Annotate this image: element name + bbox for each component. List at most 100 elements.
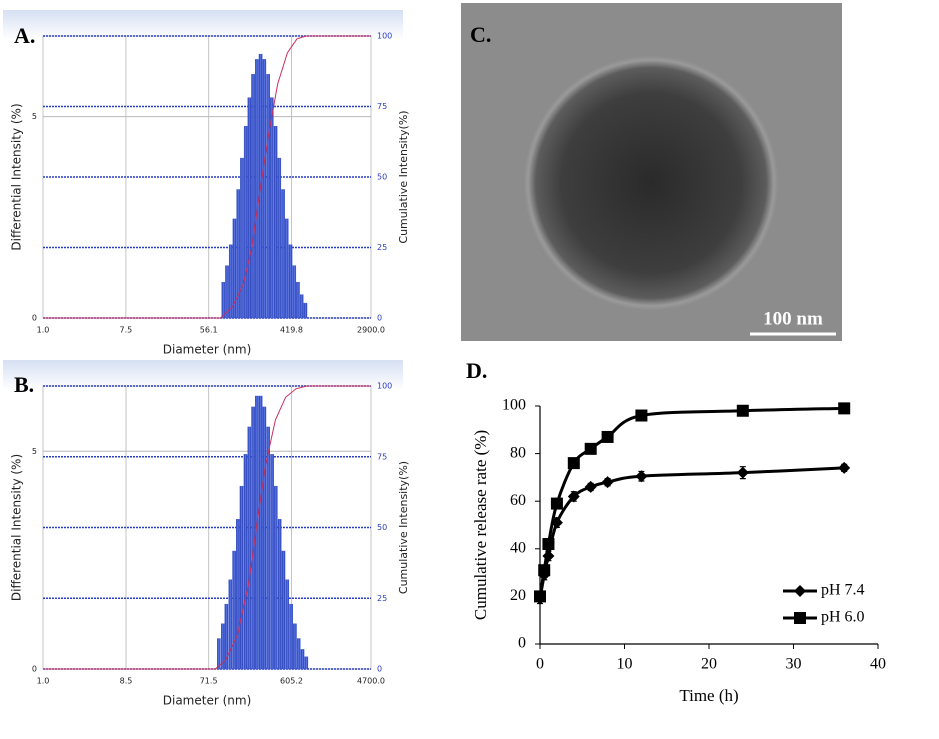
bar xyxy=(303,302,308,319)
bar xyxy=(299,294,304,319)
bar xyxy=(296,281,300,319)
legend-marker xyxy=(794,612,806,624)
x-axis-title: Time (h) xyxy=(679,686,738,705)
bar xyxy=(274,485,278,670)
scale-bar-label: 100 nm xyxy=(763,308,823,329)
bar xyxy=(232,218,237,319)
x-axis-title: Diameter (nm) xyxy=(163,694,252,708)
bar xyxy=(300,649,305,670)
y-tick-label: 40 xyxy=(510,539,526,556)
y2-axis-title: Cumulative Intensity(%) xyxy=(397,461,410,594)
bar xyxy=(225,265,229,319)
x-tick-label: 8.5 xyxy=(120,677,133,686)
y-tick-label: 60 xyxy=(510,492,526,509)
bar xyxy=(296,638,301,670)
x-tick-label: 20 xyxy=(701,656,717,673)
bar xyxy=(304,656,309,670)
y2-axis-title: Cumulative Intensity(%) xyxy=(397,110,410,243)
panel-label: B. xyxy=(14,372,34,397)
y2-tick-label: 100 xyxy=(377,382,392,391)
bar xyxy=(247,97,252,319)
bar xyxy=(243,454,248,670)
x-tick-label: 71.5 xyxy=(200,677,218,686)
bar xyxy=(255,59,259,319)
bar xyxy=(289,603,293,670)
legend-label: pH 6.0 xyxy=(821,609,865,626)
y-tick-label: 5 xyxy=(32,447,37,456)
bar xyxy=(266,74,270,319)
marker xyxy=(601,476,614,489)
nanoparticle xyxy=(523,55,779,311)
y2-tick-label: 0 xyxy=(377,314,382,323)
bar xyxy=(277,157,282,319)
x-tick-label: 1.0 xyxy=(37,326,50,335)
bar xyxy=(266,426,270,670)
marker xyxy=(584,480,597,493)
y-tick-label: 0 xyxy=(32,665,37,674)
bar xyxy=(224,603,229,670)
series-line xyxy=(538,406,845,597)
bar xyxy=(277,519,282,670)
x-axis-title: Diameter (nm) xyxy=(163,343,252,357)
y2-tick-label: 25 xyxy=(377,243,387,252)
marker xyxy=(601,430,614,443)
x-tick-label: 419.8 xyxy=(280,326,303,335)
marker xyxy=(736,466,749,479)
bar xyxy=(284,218,289,319)
marker xyxy=(635,470,648,483)
bar xyxy=(221,281,226,319)
bar xyxy=(228,244,233,319)
bar xyxy=(247,426,252,670)
marker xyxy=(584,442,597,455)
bar xyxy=(293,623,297,670)
y-axis-title: Differential Intensity (%) xyxy=(10,454,24,601)
y2-tick-label: 50 xyxy=(377,173,387,182)
y-tick-label: 0 xyxy=(32,314,37,323)
y-tick-label: 0 xyxy=(518,635,526,652)
bar xyxy=(269,97,274,319)
bar xyxy=(258,395,263,670)
bar xyxy=(243,126,248,319)
y-axis-title: Differential Intensity (%) xyxy=(10,103,24,250)
legend-marker xyxy=(794,585,806,597)
bar xyxy=(217,638,221,670)
panel-header xyxy=(3,10,403,40)
bar xyxy=(240,157,244,319)
x-tick-label: 56.1 xyxy=(200,326,218,335)
bar xyxy=(251,74,255,319)
marker xyxy=(567,490,580,503)
bar xyxy=(281,550,286,670)
marker xyxy=(838,402,851,415)
panel-header xyxy=(3,360,403,390)
marker xyxy=(550,497,563,510)
x-tick-label: 10 xyxy=(617,656,633,673)
marker xyxy=(538,564,551,577)
bar xyxy=(228,579,233,670)
marker xyxy=(635,409,648,422)
marker xyxy=(542,538,555,551)
x-tick-label: 2900.0 xyxy=(357,326,385,335)
panel-label: D. xyxy=(466,358,487,383)
bar xyxy=(251,406,255,670)
x-tick-label: 30 xyxy=(786,656,802,673)
bar xyxy=(239,485,244,670)
y-tick-label: 5 xyxy=(32,112,37,121)
marker xyxy=(838,461,851,474)
x-tick-label: 7.5 xyxy=(120,326,133,335)
y-tick-label: 80 xyxy=(510,444,526,461)
bar xyxy=(292,265,297,319)
marker xyxy=(534,590,546,603)
bar xyxy=(236,519,240,670)
x-tick-label: 1.0 xyxy=(37,677,50,686)
x-tick-label: 4700.0 xyxy=(357,677,385,686)
legend-label: pH 7.4 xyxy=(821,582,865,599)
bar xyxy=(262,406,267,670)
y2-tick-label: 75 xyxy=(377,102,387,111)
y2-tick-label: 75 xyxy=(377,452,387,461)
bar xyxy=(236,189,241,319)
x-tick-label: 40 xyxy=(870,656,886,673)
cumulative-line xyxy=(43,385,371,670)
y-tick-label: 100 xyxy=(502,397,526,414)
marker xyxy=(567,457,580,470)
